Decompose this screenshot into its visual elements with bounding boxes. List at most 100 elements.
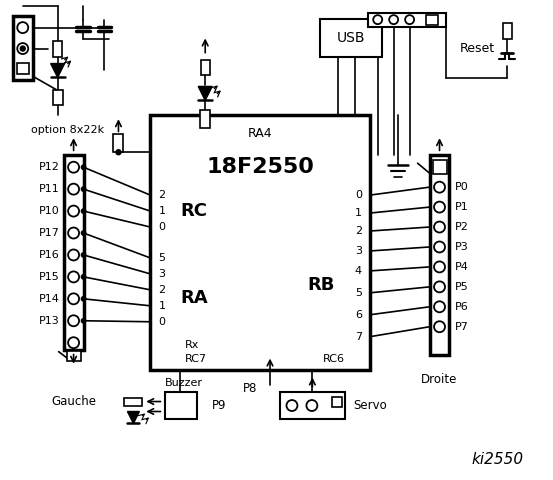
Text: ki2550: ki2550 bbox=[471, 452, 524, 467]
Circle shape bbox=[81, 275, 86, 279]
Bar bbox=[66, 351, 81, 360]
Text: P11: P11 bbox=[39, 184, 60, 194]
Text: 2: 2 bbox=[354, 226, 362, 236]
Circle shape bbox=[68, 162, 79, 173]
Text: 6: 6 bbox=[355, 310, 362, 320]
Circle shape bbox=[434, 241, 445, 252]
Polygon shape bbox=[51, 63, 65, 77]
Text: P2: P2 bbox=[455, 222, 468, 232]
Circle shape bbox=[434, 301, 445, 312]
Text: 4: 4 bbox=[354, 266, 362, 276]
Bar bbox=[320, 19, 382, 57]
Circle shape bbox=[81, 165, 86, 169]
Bar bbox=[124, 397, 142, 406]
Text: Reset: Reset bbox=[460, 42, 495, 55]
Text: Servo: Servo bbox=[353, 399, 387, 412]
Circle shape bbox=[306, 400, 317, 411]
Text: RA4: RA4 bbox=[248, 127, 273, 140]
Text: 3: 3 bbox=[158, 269, 165, 279]
Text: 1: 1 bbox=[355, 208, 362, 218]
Circle shape bbox=[81, 319, 86, 323]
Bar bbox=[332, 396, 342, 407]
Circle shape bbox=[68, 205, 79, 216]
Bar bbox=[64, 155, 84, 350]
Text: 0: 0 bbox=[158, 222, 165, 232]
Bar bbox=[426, 15, 437, 24]
Bar bbox=[201, 60, 210, 75]
Polygon shape bbox=[127, 411, 139, 423]
Text: 0: 0 bbox=[355, 190, 362, 200]
Circle shape bbox=[81, 187, 86, 192]
Circle shape bbox=[434, 262, 445, 273]
Text: P8: P8 bbox=[243, 382, 257, 395]
Text: option 8x22k: option 8x22k bbox=[31, 125, 104, 135]
Circle shape bbox=[68, 228, 79, 239]
Text: P6: P6 bbox=[455, 302, 468, 312]
Circle shape bbox=[68, 315, 79, 326]
Circle shape bbox=[17, 43, 28, 54]
Text: RC: RC bbox=[180, 202, 207, 220]
Circle shape bbox=[405, 15, 414, 24]
Circle shape bbox=[68, 293, 79, 304]
Circle shape bbox=[373, 15, 382, 24]
Bar bbox=[53, 90, 62, 106]
Circle shape bbox=[81, 297, 86, 301]
Text: 2: 2 bbox=[158, 285, 165, 295]
Circle shape bbox=[286, 400, 298, 411]
Text: P1: P1 bbox=[455, 202, 468, 212]
Text: P15: P15 bbox=[39, 272, 60, 282]
Bar bbox=[280, 392, 345, 420]
Circle shape bbox=[81, 253, 86, 257]
Circle shape bbox=[434, 202, 445, 213]
Circle shape bbox=[434, 281, 445, 292]
Text: P12: P12 bbox=[39, 162, 60, 172]
Bar bbox=[200, 110, 210, 128]
Circle shape bbox=[68, 250, 79, 261]
Circle shape bbox=[389, 15, 398, 24]
Bar bbox=[165, 392, 197, 420]
Text: 2: 2 bbox=[158, 190, 165, 200]
Text: P10: P10 bbox=[39, 206, 60, 216]
Text: Droite: Droite bbox=[421, 372, 458, 385]
Bar bbox=[13, 16, 33, 81]
Circle shape bbox=[116, 150, 121, 155]
Circle shape bbox=[20, 46, 25, 51]
Circle shape bbox=[434, 222, 445, 232]
Text: 5: 5 bbox=[355, 288, 362, 298]
Bar bbox=[503, 23, 512, 38]
Bar bbox=[113, 134, 123, 152]
Bar bbox=[53, 41, 62, 57]
Text: P17: P17 bbox=[39, 228, 60, 238]
Bar bbox=[432, 160, 446, 174]
Circle shape bbox=[17, 22, 28, 33]
Bar bbox=[17, 62, 29, 74]
Text: RC6: RC6 bbox=[323, 354, 345, 364]
Circle shape bbox=[68, 184, 79, 194]
Text: Gauche: Gauche bbox=[51, 395, 96, 408]
Text: 5: 5 bbox=[158, 253, 165, 263]
Text: Rx: Rx bbox=[185, 340, 200, 350]
Text: 18F2550: 18F2550 bbox=[206, 157, 314, 177]
Circle shape bbox=[81, 209, 86, 213]
Bar bbox=[368, 12, 446, 26]
Text: P7: P7 bbox=[455, 322, 468, 332]
Text: P0: P0 bbox=[455, 182, 468, 192]
Text: RA: RA bbox=[180, 289, 208, 307]
Text: RB: RB bbox=[307, 276, 335, 294]
Text: P5: P5 bbox=[455, 282, 468, 292]
Text: 3: 3 bbox=[355, 246, 362, 256]
Circle shape bbox=[68, 337, 79, 348]
Circle shape bbox=[434, 321, 445, 332]
Text: 7: 7 bbox=[354, 332, 362, 342]
Text: 0: 0 bbox=[158, 317, 165, 327]
Text: USB: USB bbox=[337, 31, 365, 45]
Text: P13: P13 bbox=[39, 316, 60, 326]
Text: 1: 1 bbox=[158, 206, 165, 216]
Text: P16: P16 bbox=[39, 250, 60, 260]
Text: P9: P9 bbox=[212, 399, 226, 412]
Text: P3: P3 bbox=[455, 242, 468, 252]
Circle shape bbox=[434, 181, 445, 192]
Bar bbox=[150, 115, 370, 370]
Text: P14: P14 bbox=[39, 294, 60, 304]
Text: P4: P4 bbox=[455, 262, 468, 272]
